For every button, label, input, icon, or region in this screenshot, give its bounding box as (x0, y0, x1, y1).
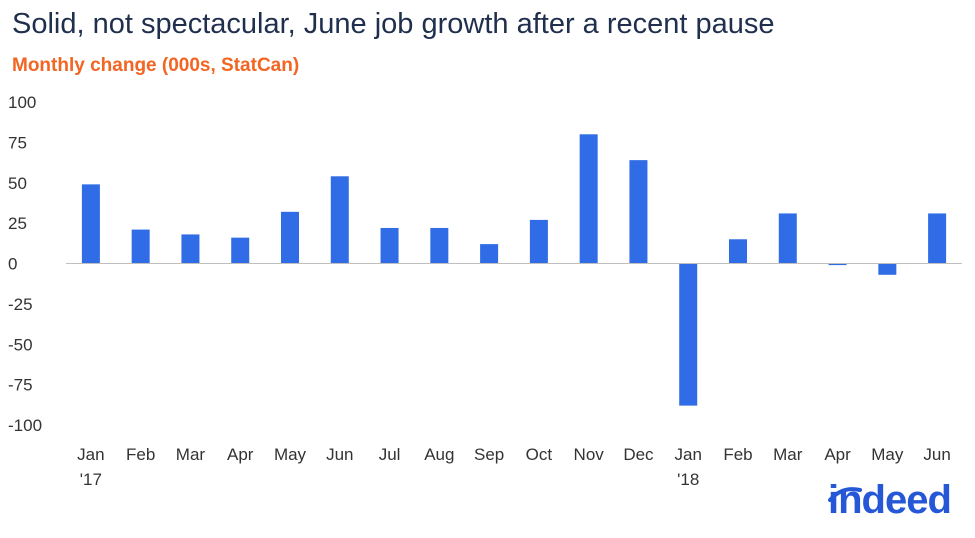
x-year-label: '17 (80, 470, 102, 489)
x-tick-label: Jun (326, 445, 353, 464)
x-tick-label: Jul (379, 445, 401, 464)
x-tick-label: Jan (675, 445, 702, 464)
x-tick-label: Jun (923, 445, 950, 464)
x-tick-label: Nov (574, 445, 605, 464)
y-tick-label: -25 (8, 295, 33, 314)
bar-10 (579, 134, 598, 264)
x-axis-ticks: Jan Feb Mar Apr May Jun Jul Aug Sep Oct Nov Dec Jan F… (77, 445, 951, 489)
y-tick-label: 100 (8, 93, 36, 112)
bar-14 (778, 213, 797, 264)
x-tick-label: Feb (723, 445, 752, 464)
bar-0 (81, 184, 100, 264)
x-tick-label: Dec (623, 445, 654, 464)
x-tick-label: Feb (126, 445, 155, 464)
x-tick-label: Mar (773, 445, 803, 464)
bar-2 (181, 234, 200, 264)
bar-3 (231, 237, 250, 264)
bar-7 (430, 227, 449, 264)
y-tick-label: 50 (8, 174, 27, 193)
x-tick-label: May (274, 445, 307, 464)
y-tick-label: -75 (8, 376, 33, 395)
x-tick-label: Apr (227, 445, 254, 464)
y-tick-label: 25 (8, 214, 27, 233)
bar-5 (330, 176, 349, 264)
x-tick-label: Jan (77, 445, 104, 464)
chart-subtitle: Monthly change (000s, StatCan) (12, 55, 300, 76)
x-tick-label: May (871, 445, 904, 464)
bar-16 (878, 263, 897, 275)
x-tick-label: Aug (424, 445, 454, 464)
bar-17 (928, 213, 947, 264)
bar-8 (480, 244, 499, 264)
bars (81, 134, 947, 406)
y-tick-label: 75 (8, 133, 27, 152)
indeed-logo-arc-icon (828, 487, 862, 502)
bar-15 (828, 263, 847, 266)
bar-13 (729, 239, 747, 264)
x-year-label: '18 (677, 470, 699, 489)
indeed-logo: indeed (828, 478, 952, 522)
y-tick-label: -50 (8, 335, 33, 354)
bar-4 (281, 211, 299, 264)
bar-12 (679, 263, 698, 406)
x-tick-label: Mar (176, 445, 206, 464)
y-tick-label: -100 (8, 416, 42, 435)
bar-6 (380, 227, 399, 264)
x-tick-label: Oct (526, 445, 553, 464)
x-tick-label: Apr (824, 445, 851, 464)
bar-9 (529, 219, 548, 264)
bar-11 (629, 160, 648, 264)
x-tick-label: Sep (474, 445, 504, 464)
y-axis-ticks: 100 75 50 25 0 -25 -50 -75 -100 (8, 93, 42, 435)
chart-title: Solid, not spectacular, June job growth … (12, 8, 775, 40)
y-tick-label: 0 (8, 255, 17, 274)
bar-1 (131, 229, 150, 264)
